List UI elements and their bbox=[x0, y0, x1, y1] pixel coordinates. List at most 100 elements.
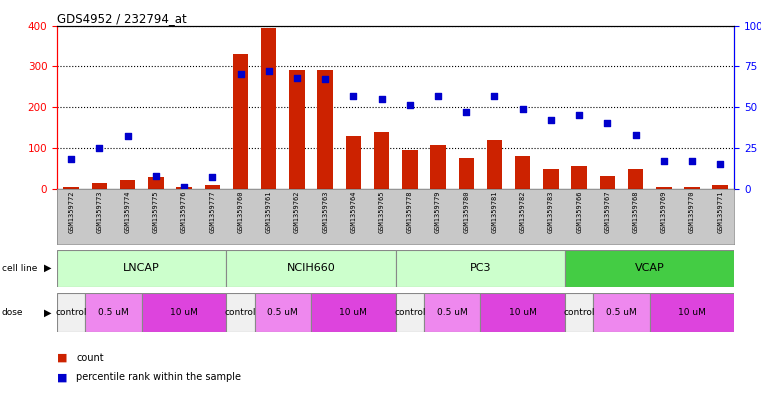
Bar bbox=[396, 250, 565, 287]
Bar bbox=[565, 293, 594, 332]
Text: LNCAP: LNCAP bbox=[123, 263, 160, 273]
Point bbox=[319, 76, 331, 83]
Bar bbox=[515, 156, 530, 189]
Text: control: control bbox=[563, 308, 595, 317]
Bar bbox=[430, 145, 446, 189]
Point bbox=[432, 92, 444, 99]
Text: GSM1359763: GSM1359763 bbox=[322, 190, 328, 233]
Bar bbox=[565, 250, 734, 287]
Bar bbox=[712, 185, 728, 189]
Point bbox=[517, 106, 529, 112]
Bar bbox=[255, 293, 311, 332]
Text: GSM1359765: GSM1359765 bbox=[379, 190, 384, 233]
Text: GSM1359773: GSM1359773 bbox=[97, 190, 103, 233]
Text: 0.5 uM: 0.5 uM bbox=[437, 308, 467, 317]
Bar bbox=[600, 176, 615, 189]
Bar bbox=[142, 293, 227, 332]
Point bbox=[629, 132, 642, 138]
Point bbox=[489, 92, 501, 99]
Bar bbox=[311, 293, 396, 332]
Text: 10 uM: 10 uM bbox=[678, 308, 706, 317]
Point bbox=[122, 133, 134, 140]
Text: count: count bbox=[76, 353, 103, 363]
Bar bbox=[487, 140, 502, 189]
Text: GDS4952 / 232794_at: GDS4952 / 232794_at bbox=[57, 12, 186, 25]
Text: control: control bbox=[224, 308, 256, 317]
Bar bbox=[656, 187, 671, 189]
Text: GSM1359766: GSM1359766 bbox=[576, 190, 582, 233]
Text: NCIH660: NCIH660 bbox=[287, 263, 336, 273]
Text: GSM1359776: GSM1359776 bbox=[181, 190, 187, 233]
Text: 10 uM: 10 uM bbox=[170, 308, 198, 317]
Point bbox=[206, 174, 218, 180]
Text: GSM1359762: GSM1359762 bbox=[294, 190, 300, 233]
Text: 0.5 uM: 0.5 uM bbox=[267, 308, 298, 317]
Text: GSM1359774: GSM1359774 bbox=[125, 190, 131, 233]
Text: GSM1359761: GSM1359761 bbox=[266, 190, 272, 233]
Bar bbox=[148, 177, 164, 189]
Bar bbox=[424, 293, 480, 332]
Point bbox=[601, 120, 613, 127]
Point bbox=[573, 112, 585, 118]
Point bbox=[94, 145, 106, 151]
Text: ■: ■ bbox=[57, 372, 68, 382]
Bar bbox=[233, 54, 248, 189]
Bar bbox=[650, 293, 734, 332]
Point bbox=[347, 92, 359, 99]
Text: GSM1359764: GSM1359764 bbox=[350, 190, 356, 233]
Bar bbox=[396, 293, 424, 332]
Text: percentile rank within the sample: percentile rank within the sample bbox=[76, 372, 241, 382]
Text: GSM1359778: GSM1359778 bbox=[407, 190, 412, 233]
Text: ▶: ▶ bbox=[44, 263, 52, 273]
Point bbox=[714, 161, 726, 167]
Text: control: control bbox=[394, 308, 425, 317]
Text: GSM1359781: GSM1359781 bbox=[492, 190, 498, 233]
Bar bbox=[289, 70, 304, 189]
Bar bbox=[594, 293, 650, 332]
Bar bbox=[572, 166, 587, 189]
Text: GSM1359769: GSM1359769 bbox=[661, 190, 667, 233]
Bar bbox=[317, 70, 333, 189]
Bar bbox=[374, 132, 390, 189]
Bar bbox=[120, 180, 135, 189]
Text: 10 uM: 10 uM bbox=[339, 308, 368, 317]
Bar bbox=[63, 187, 79, 189]
Text: 0.5 uM: 0.5 uM bbox=[606, 308, 637, 317]
Text: dose: dose bbox=[2, 308, 23, 317]
Text: PC3: PC3 bbox=[470, 263, 491, 273]
Bar bbox=[480, 293, 565, 332]
Bar bbox=[345, 136, 361, 189]
Point bbox=[686, 158, 698, 164]
Bar bbox=[402, 150, 418, 189]
Bar bbox=[459, 158, 474, 189]
Text: ■: ■ bbox=[57, 353, 68, 363]
Text: ▶: ▶ bbox=[44, 307, 52, 318]
Point bbox=[375, 96, 387, 102]
Text: 0.5 uM: 0.5 uM bbox=[98, 308, 129, 317]
Text: GSM1359779: GSM1359779 bbox=[435, 190, 441, 233]
Bar bbox=[227, 293, 255, 332]
Text: GSM1359771: GSM1359771 bbox=[718, 190, 723, 233]
Point bbox=[234, 71, 247, 77]
Point bbox=[150, 173, 162, 179]
Bar bbox=[227, 250, 396, 287]
Point bbox=[291, 75, 303, 81]
Text: cell line: cell line bbox=[2, 264, 37, 273]
Bar bbox=[57, 293, 85, 332]
Point bbox=[545, 117, 557, 123]
Point bbox=[263, 68, 275, 74]
Text: 10 uM: 10 uM bbox=[509, 308, 537, 317]
Bar bbox=[628, 169, 643, 189]
Point bbox=[404, 102, 416, 108]
Point bbox=[178, 184, 190, 190]
Point bbox=[460, 109, 473, 115]
Bar bbox=[91, 182, 107, 189]
Text: control: control bbox=[56, 308, 87, 317]
Bar bbox=[205, 185, 220, 189]
Bar bbox=[543, 169, 559, 189]
Text: GSM1359770: GSM1359770 bbox=[689, 190, 695, 233]
Bar bbox=[684, 187, 700, 189]
Text: GSM1359782: GSM1359782 bbox=[520, 190, 526, 233]
Text: GSM1359760: GSM1359760 bbox=[237, 190, 244, 233]
Bar bbox=[57, 250, 227, 287]
